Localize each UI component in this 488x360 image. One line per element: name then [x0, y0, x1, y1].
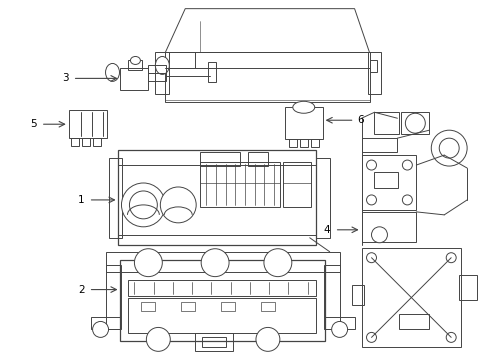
Bar — [105, 265, 121, 329]
Circle shape — [446, 253, 455, 263]
Bar — [68, 110, 106, 138]
Bar — [155, 53, 169, 94]
Bar — [148, 73, 166, 81]
Bar — [120, 260, 324, 341]
Bar — [374, 172, 398, 188]
Bar — [118, 150, 315, 245]
Circle shape — [331, 321, 347, 337]
Bar — [361, 138, 397, 152]
Bar — [181, 302, 195, 311]
Circle shape — [366, 195, 376, 205]
Bar — [361, 212, 415, 242]
Circle shape — [160, 187, 196, 223]
Bar — [315, 158, 329, 238]
Text: 6: 6 — [357, 115, 364, 125]
Circle shape — [402, 160, 411, 170]
Bar — [310, 139, 318, 147]
Bar — [369, 60, 377, 72]
Bar — [351, 285, 363, 305]
Circle shape — [402, 195, 411, 205]
Circle shape — [438, 138, 458, 158]
Bar — [71, 138, 79, 146]
Ellipse shape — [155, 57, 169, 75]
Bar — [92, 138, 101, 146]
Bar — [458, 275, 476, 300]
Bar — [208, 62, 216, 82]
Circle shape — [446, 332, 455, 342]
Circle shape — [430, 130, 466, 166]
Bar — [288, 139, 296, 147]
Circle shape — [134, 249, 162, 276]
Bar — [120, 68, 148, 90]
Bar — [247, 152, 267, 166]
Ellipse shape — [130, 57, 140, 64]
Bar — [374, 112, 399, 134]
Text: 5: 5 — [30, 119, 37, 129]
Text: 4: 4 — [323, 225, 329, 235]
Bar — [128, 60, 142, 71]
Bar — [399, 315, 428, 329]
Bar — [261, 302, 274, 311]
Circle shape — [371, 227, 386, 243]
Ellipse shape — [105, 63, 119, 81]
Bar — [221, 302, 235, 311]
Bar — [105, 252, 339, 272]
Bar — [361, 155, 415, 210]
Bar — [367, 53, 381, 94]
Bar — [323, 265, 339, 329]
Bar — [165, 53, 369, 102]
Circle shape — [146, 328, 170, 351]
Bar — [141, 302, 155, 311]
Bar — [401, 112, 428, 134]
Bar — [148, 66, 166, 73]
Circle shape — [92, 321, 108, 337]
Text: 3: 3 — [62, 73, 68, 84]
Bar — [108, 158, 122, 238]
Circle shape — [255, 328, 279, 351]
Bar — [361, 248, 460, 347]
Circle shape — [201, 249, 228, 276]
Bar — [324, 318, 354, 329]
Bar — [202, 337, 225, 347]
Bar — [200, 162, 279, 207]
Circle shape — [405, 113, 425, 133]
Text: 2: 2 — [78, 284, 84, 294]
Ellipse shape — [292, 101, 314, 113]
Circle shape — [129, 191, 157, 219]
Bar — [128, 280, 315, 296]
Bar — [285, 107, 322, 139]
Circle shape — [366, 160, 376, 170]
Bar — [299, 139, 307, 147]
Bar — [90, 318, 120, 329]
Circle shape — [264, 249, 291, 276]
Circle shape — [366, 332, 376, 342]
Circle shape — [366, 253, 376, 263]
Bar — [195, 333, 233, 351]
Bar — [200, 152, 240, 166]
Bar — [282, 162, 310, 207]
Bar — [128, 298, 315, 333]
Bar — [81, 138, 89, 146]
Circle shape — [121, 183, 165, 227]
Text: 1: 1 — [78, 195, 84, 205]
